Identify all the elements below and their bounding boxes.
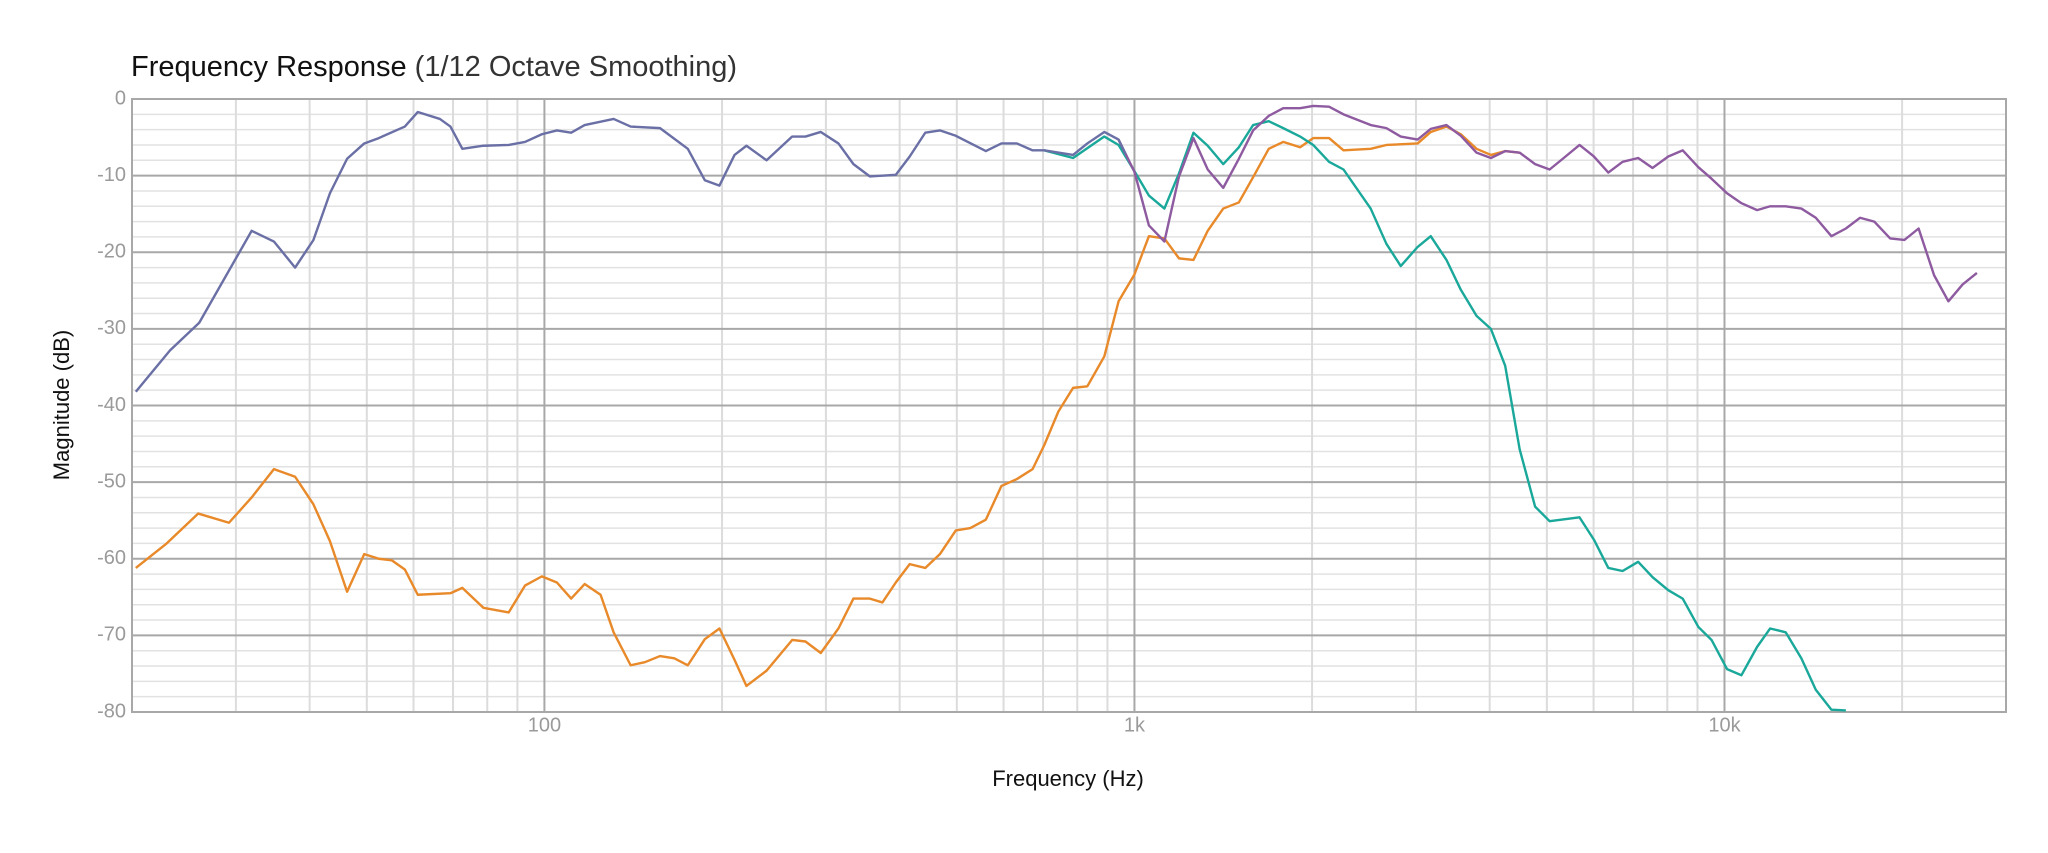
- y-tick-label: -80: [97, 700, 126, 722]
- x-tick-label: 1k: [1124, 714, 1146, 736]
- y-tick-label: 0: [115, 87, 126, 109]
- x-tick-label: 100: [528, 714, 561, 736]
- y-tick-label: -60: [97, 547, 126, 569]
- y-tick-label: -40: [97, 394, 126, 416]
- chart-title-group: Frequency Response (1/12 Octave Smoothing…: [131, 51, 737, 83]
- series-line: [135, 125, 1520, 688]
- y-tick-label: -50: [97, 470, 126, 492]
- plot-frame: [131, 98, 2007, 713]
- y-axis-label: Magnitude (dB): [49, 330, 74, 480]
- y-tick-label: -70: [97, 624, 126, 646]
- x-tick-label: 10k: [1708, 714, 1741, 736]
- y-tick-label: -20: [97, 241, 126, 263]
- x-axis-label: Frequency (Hz): [992, 766, 1144, 791]
- series-line: [1043, 120, 1846, 712]
- series-line: [1117, 104, 1978, 303]
- series-line: [134, 110, 1127, 393]
- y-tick-label: -10: [97, 164, 126, 186]
- chart-title: Frequency Response: [131, 51, 407, 83]
- y-tick-label: -30: [97, 317, 126, 339]
- chart-subtitle: (1/12 Octave Smoothing): [415, 51, 737, 83]
